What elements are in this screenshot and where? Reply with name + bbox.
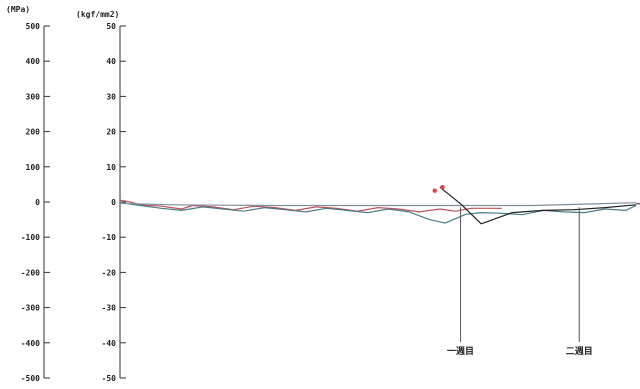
kgf-tick-label: 0 [111, 198, 116, 207]
kgf-tick-label: 10 [106, 163, 116, 172]
kgf-tick-label: 30 [106, 92, 116, 101]
mpa-tick-label: 100 [26, 163, 41, 172]
mpa-tick-label: -200 [21, 268, 40, 277]
kgf-tick-label: 40 [106, 57, 116, 66]
kgf-tick-label: -10 [102, 233, 117, 242]
mpa-tick-label: 0 [35, 198, 40, 207]
kgf-tick-label: 50 [106, 22, 116, 31]
marker-layer [432, 185, 445, 193]
kgf-tick-label: -20 [102, 268, 117, 277]
series-line-1 [119, 201, 637, 224]
kgf-tick-label: -30 [102, 304, 117, 313]
marker-point-0 [432, 188, 437, 193]
mpa-tick-label: 200 [26, 128, 41, 137]
mpa-tick-label: 300 [26, 92, 41, 101]
annotation-label-1: 二週目 [566, 346, 593, 357]
series-layer [119, 186, 640, 225]
kgf-tick-label: -50 [102, 374, 117, 383]
kgf-unit-label: (kgf/mm2) [76, 10, 119, 19]
annotation-layer: 一週目 二週目 [447, 207, 593, 357]
mpa-tick-label: 400 [26, 57, 41, 66]
mpa-tick-label: 500 [26, 22, 41, 31]
annotation-label-0: 一週目 [447, 346, 474, 357]
right-axis-kgf: 50 40 30 20 10 0 -10 -20 -30 -40 -50 (kgf/mm2) [76, 10, 126, 383]
mpa-tick-label: -100 [21, 233, 40, 242]
kgf-tick-label: 20 [106, 128, 116, 137]
mpa-tick-label: -400 [21, 339, 40, 348]
series-line-0 [119, 199, 502, 213]
mpa-tick-label: -300 [21, 304, 40, 313]
series-line-2 [119, 202, 637, 207]
left-axis-mpa: 500 400 300 200 100 0 -100 -200 -300 -400 -500 (MPa… [6, 5, 50, 383]
mpa-unit-label: (MPa) [6, 5, 30, 14]
series-line-3 [439, 186, 637, 225]
marker-point-1 [440, 185, 445, 190]
kgf-tick-label: -40 [102, 339, 117, 348]
mpa-tick-label: -500 [21, 374, 40, 383]
